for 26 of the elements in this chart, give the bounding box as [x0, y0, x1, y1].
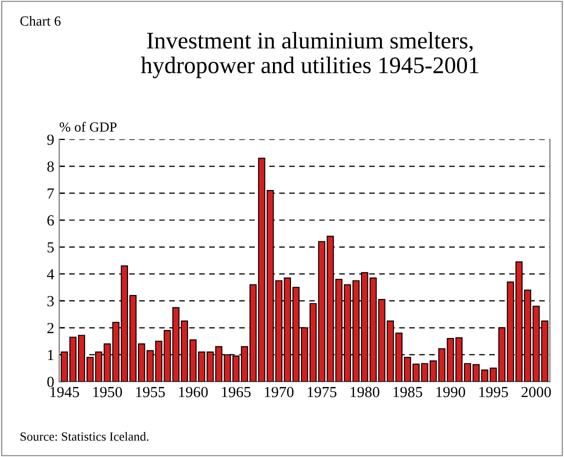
x-tick-label: 1975: [308, 386, 336, 398]
y-tick-label: 5: [48, 242, 54, 252]
chart-title: Investment in aluminium smelters, hydropower and utilities 1945-2001: [140, 32, 478, 78]
x-tick-label: 1945: [50, 386, 80, 398]
y-tick-label: 9: [47, 134, 54, 145]
y-tick-label: 8: [47, 161, 54, 172]
x-tick-label: 1970: [264, 386, 294, 398]
x-tick-label: 2000: [522, 386, 551, 398]
x-tick-label: 1990: [436, 386, 466, 398]
x-tick-label: 1960: [179, 386, 208, 398]
y-tick-label: 0: [47, 376, 54, 388]
y-tick-label: 4: [47, 269, 54, 280]
y-tick-label: 3: [47, 296, 54, 306]
y-tick-label: 7: [48, 188, 54, 199]
source-note: Source: Statistics Iceland.: [20, 432, 148, 441]
x-tick-label: 1955: [136, 386, 165, 398]
y-tick-label: 2: [47, 322, 54, 334]
x-tick-label: 1985: [394, 386, 422, 398]
caption: Chart 6: [20, 16, 61, 26]
x-tick-label: 1995: [479, 386, 508, 398]
y-tick-label: 6: [47, 215, 54, 226]
x-tick-label: 1965: [222, 386, 251, 398]
y-tick-label: 1: [48, 350, 54, 360]
y-axis-title: % of GDP: [60, 122, 117, 132]
x-tick-label: 1980: [350, 386, 380, 398]
x-tick-label: 1950: [93, 386, 122, 398]
